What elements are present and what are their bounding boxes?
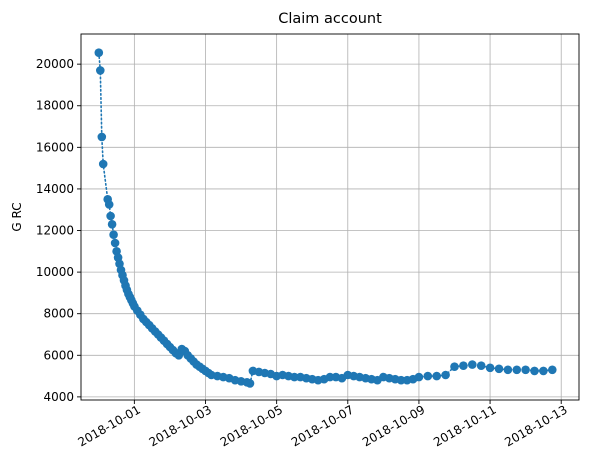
data-point [94,48,104,57]
data-point [290,372,299,382]
y-axis-label: G RC [10,202,24,231]
data-point [109,230,118,239]
data-point [548,365,557,375]
data-point [107,220,117,229]
y-tick-label: 8000 [43,307,74,321]
y-tick-label: 18000 [36,99,74,113]
data-point [459,361,468,371]
data-point [104,200,114,209]
data-point [468,360,477,369]
y-tick-label: 16000 [36,140,74,154]
y-tick-label: 20000 [36,57,74,71]
data-point [450,362,459,372]
plot-area [94,48,557,388]
data-point [423,371,433,381]
data-point [414,372,424,382]
data-point [325,372,335,382]
data-point [476,361,486,371]
data-point [485,363,495,373]
y-tick-label: 10000 [36,265,74,279]
data-point [97,132,107,142]
data-point [96,66,105,75]
axes-frame [80,33,580,401]
data-point [494,364,504,374]
chart-title: Claim account [278,11,382,27]
data-point [503,365,513,375]
data-point [521,365,530,375]
y-tick-label: 6000 [43,348,74,362]
data-point [396,375,406,385]
data-point [441,370,450,380]
data-point [539,366,548,376]
y-tick-label: 12000 [36,224,74,238]
data-point [432,371,442,381]
data-point [98,159,108,169]
data-point [530,366,539,376]
data-point [106,211,115,221]
data-point [245,379,255,388]
data-point [512,365,522,375]
grid [81,34,579,400]
y-tick-label: 14000 [36,182,74,196]
y-tick-label: 4000 [43,390,74,404]
data-point [110,238,120,248]
